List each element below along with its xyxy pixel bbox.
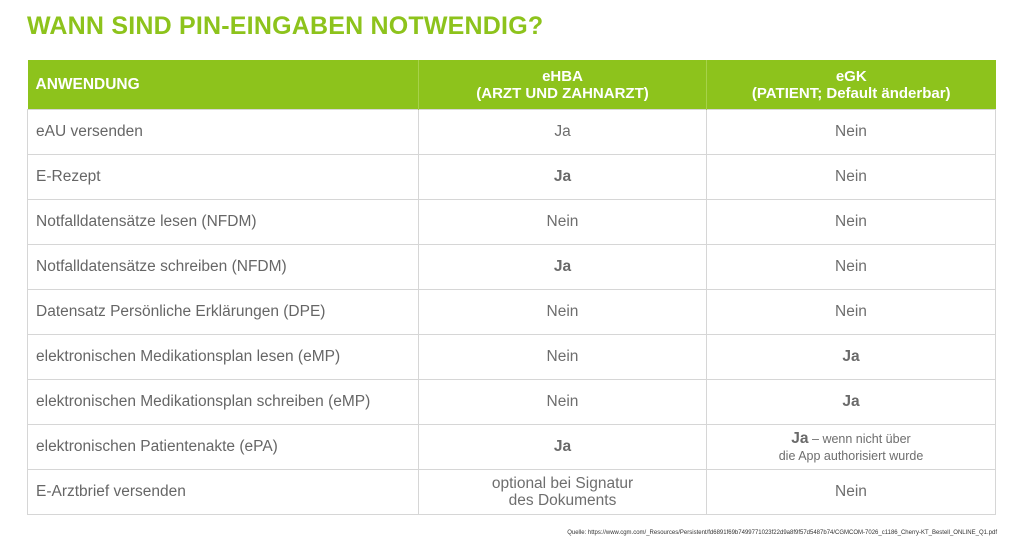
table-row: E-Arztbrief versenden optional bei Signa…	[27, 469, 996, 515]
table-row: eAU versenden Ja Nein	[27, 109, 996, 155]
table-row: Datensatz Persönliche Erklärungen (DPE) …	[27, 289, 996, 335]
ehba-line2: des Dokuments	[508, 492, 617, 509]
ehba-cell: Nein	[418, 199, 707, 245]
egk-note-line2: die App authorisiert wurde	[778, 448, 924, 463]
egk-cell: Nein	[706, 109, 996, 155]
egk-cell: Nein	[706, 199, 996, 245]
ehba-cell: Nein	[418, 379, 707, 425]
egk-cell: Nein	[706, 469, 996, 515]
table-row: elektronischen Patientenakte (ePA) Ja Ja…	[27, 424, 996, 470]
header-anwendung: ANWENDUNG	[27, 60, 419, 110]
header-ehba: eHBA (ARZT UND ZAHNARZT)	[418, 60, 707, 110]
app-cell: Notfalldatensätze lesen (NFDM)	[27, 199, 419, 245]
app-cell: elektronischen Patientenakte (ePA)	[27, 424, 419, 470]
table-header-row: ANWENDUNG eHBA (ARZT UND ZAHNARZT) eGK (…	[27, 60, 996, 110]
ehba-cell: Ja	[418, 424, 707, 470]
table-row: elektronischen Medikationsplan lesen (eM…	[27, 334, 996, 380]
app-cell: elektronischen Medikationsplan lesen (eM…	[27, 334, 419, 380]
table-row: Notfalldatensätze schreiben (NFDM) Ja Ne…	[27, 244, 996, 290]
app-cell: eAU versenden	[27, 109, 419, 155]
table-row: E-Rezept Ja Nein	[27, 154, 996, 200]
header-egk-line2: (PATIENT; Default änderbar)	[751, 84, 951, 102]
app-cell: Notfalldatensätze schreiben (NFDM)	[27, 244, 419, 290]
app-cell: Datensatz Persönliche Erklärungen (DPE)	[27, 289, 419, 335]
header-ehba-line1: eHBA	[542, 67, 583, 85]
egk-cell: Nein	[706, 289, 996, 335]
ehba-cell: Nein	[418, 334, 707, 380]
header-egk: eGK (PATIENT; Default änderbar)	[706, 60, 996, 110]
ehba-cell: optional bei Signatur des Dokuments	[418, 469, 707, 515]
egk-cell: Ja	[706, 379, 996, 425]
ehba-line1: optional bei Signatur	[491, 475, 634, 492]
ehba-cell: Ja	[418, 109, 707, 155]
egk-cell: Nein	[706, 244, 996, 290]
pin-requirements-table: ANWENDUNG eHBA (ARZT UND ZAHNARZT) eGK (…	[27, 60, 996, 515]
ehba-cell: Nein	[418, 289, 707, 335]
egk-note-line1: – wenn nicht über	[808, 431, 911, 446]
egk-cell: Ja	[706, 334, 996, 380]
app-cell: elektronischen Medikationsplan schreiben…	[27, 379, 419, 425]
source-citation: Quelle: https://www.cgm.com/_Resources/P…	[567, 530, 997, 536]
egk-ja-strong: Ja	[791, 429, 809, 447]
header-ehba-line2: (ARZT UND ZAHNARZT)	[476, 84, 649, 102]
app-cell: E-Arztbrief versenden	[27, 469, 419, 515]
ehba-cell: Ja	[418, 244, 707, 290]
ehba-cell: Ja	[418, 154, 707, 200]
page-title: WANN SIND PIN-EINGABEN NOTWENDIG?	[27, 12, 544, 40]
table-row: Notfalldatensätze lesen (NFDM) Nein Nein	[27, 199, 996, 245]
egk-cell: Ja – wenn nicht über die App authorisier…	[706, 424, 996, 470]
app-cell: E-Rezept	[27, 154, 419, 200]
egk-cell: Nein	[706, 154, 996, 200]
table-row: elektronischen Medikationsplan schreiben…	[27, 379, 996, 425]
header-egk-line1: eGK	[835, 67, 867, 85]
